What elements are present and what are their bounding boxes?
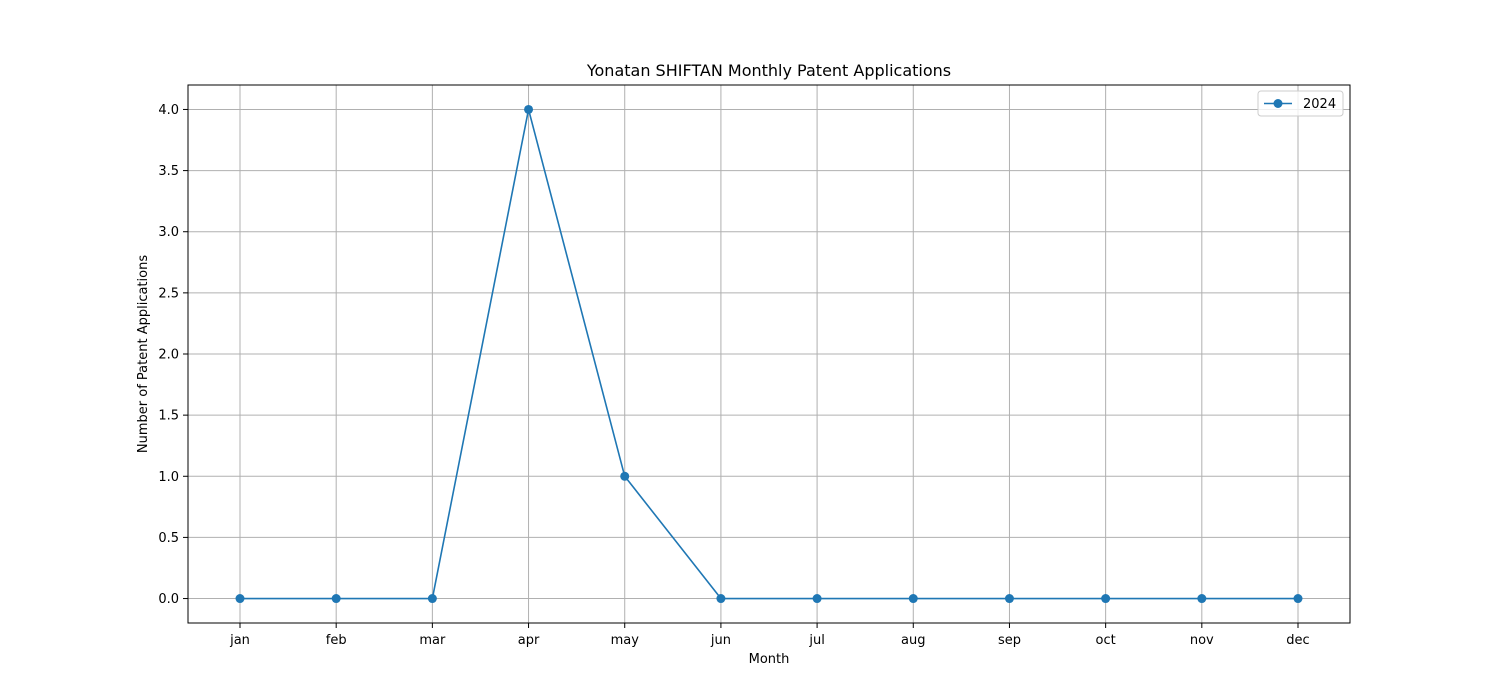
y-tick-label-1.5: 1.5 — [158, 409, 179, 424]
x-tick-label-dec: dec — [1286, 633, 1309, 648]
data-point-mar — [428, 594, 437, 603]
y-tick-label-0.5: 0.5 — [158, 531, 179, 546]
y-tick-label-0.0: 0.0 — [158, 592, 179, 607]
data-point-nov — [1197, 594, 1206, 603]
y-tick-label-4.0: 4.0 — [158, 103, 179, 118]
data-point-may — [620, 472, 629, 481]
data-point-feb — [332, 594, 341, 603]
data-point-jun — [716, 594, 725, 603]
y-tick-label-2.0: 2.0 — [158, 348, 179, 363]
x-tick-label-may: may — [611, 633, 640, 648]
data-point-jan — [236, 594, 245, 603]
x-tick-label-jul: jul — [808, 633, 824, 648]
data-point-dec — [1294, 594, 1303, 603]
chart-title: Yonatan SHIFTAN Monthly Patent Applicati… — [586, 61, 951, 80]
legend: 2024 — [1258, 91, 1343, 116]
x-axis-label: Month — [749, 652, 790, 667]
x-tick-label-jan: jan — [229, 633, 250, 648]
x-tick-label-jun: jun — [710, 633, 731, 648]
x-tick-label-oct: oct — [1096, 633, 1116, 648]
x-tick-label-nov: nov — [1190, 633, 1214, 648]
data-point-sep — [1005, 594, 1014, 603]
data-point-oct — [1101, 594, 1110, 603]
data-point-jul — [813, 594, 822, 603]
y-axis-label: Number of Patent Applications — [136, 255, 151, 453]
x-tick-label-apr: apr — [518, 633, 540, 648]
y-tick-label-3.0: 3.0 — [158, 225, 179, 240]
legend-marker-2024 — [1274, 99, 1283, 108]
x-tick-label-feb: feb — [326, 633, 347, 648]
data-point-apr — [524, 105, 533, 114]
y-tick-label-1.0: 1.0 — [158, 470, 179, 485]
data-point-aug — [909, 594, 918, 603]
y-tick-label-2.5: 2.5 — [158, 286, 179, 301]
x-tick-label-aug: aug — [901, 633, 925, 648]
x-tick-label-sep: sep — [998, 633, 1021, 648]
x-tick-label-mar: mar — [419, 633, 446, 648]
y-tick-label-3.5: 3.5 — [158, 164, 179, 179]
legend-label-2024: 2024 — [1303, 97, 1336, 112]
